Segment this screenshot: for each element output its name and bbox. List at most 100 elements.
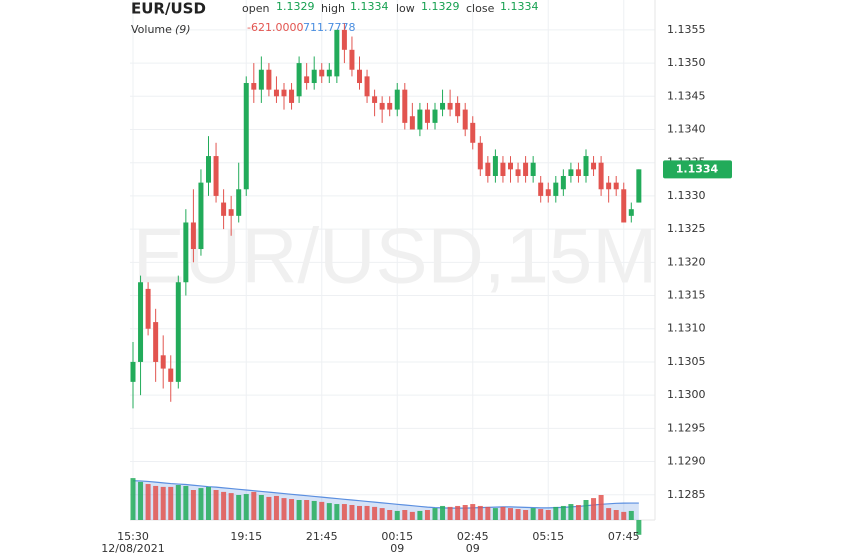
volume-bar — [492, 508, 498, 520]
volume-bar — [500, 506, 506, 520]
candle-body — [508, 162, 513, 170]
candle-body — [266, 69, 272, 90]
volume-bar — [477, 505, 483, 520]
volume-bar — [334, 504, 340, 520]
legend-label: close — [466, 2, 495, 15]
candle-body — [500, 162, 506, 176]
volume-bar — [304, 500, 310, 520]
y-tick-label: 1.1310 — [667, 322, 706, 335]
candle-body — [621, 189, 627, 223]
candle-body — [153, 322, 159, 362]
volume-bar — [281, 498, 287, 520]
candle-body — [606, 182, 612, 190]
candle-body — [394, 89, 400, 110]
y-tick-label: 1.1295 — [667, 421, 706, 434]
volume-bar — [372, 506, 378, 520]
volume-bar — [349, 505, 355, 520]
x-tick-label: 07:45 — [608, 530, 640, 543]
candle-body — [228, 209, 234, 216]
volume-value: -621.0000 — [247, 21, 303, 34]
legend-value: 1.1334 — [350, 0, 389, 13]
volume-bar — [145, 484, 151, 520]
candle-body — [613, 182, 619, 190]
volume-bar — [175, 485, 181, 520]
candle-body — [251, 83, 257, 90]
candle-body — [175, 282, 181, 382]
y-tick-label: 1.1315 — [667, 289, 706, 302]
volume-bar — [613, 510, 619, 520]
volume-bar — [198, 488, 204, 520]
volume-bar — [409, 511, 415, 520]
volume-bar — [628, 510, 634, 520]
volume-bar — [560, 505, 566, 520]
volume-bar — [243, 494, 249, 520]
candle-body — [409, 116, 415, 130]
candle-body — [364, 76, 370, 97]
last-price-label: 1.1334 — [676, 162, 719, 175]
volume-bar — [206, 486, 211, 520]
volume-bar — [394, 510, 400, 520]
volume-bar — [432, 508, 438, 520]
candle-body — [553, 182, 559, 196]
y-tick-label: 1.1300 — [667, 388, 706, 401]
legend-label: open — [242, 2, 269, 15]
x-tick-label: 00:15 — [381, 530, 413, 543]
volume-bar — [636, 520, 642, 535]
candle-body — [198, 182, 204, 250]
candle-body — [213, 156, 219, 196]
y-tick-label: 1.1350 — [667, 56, 706, 69]
candle-body — [304, 76, 310, 84]
candle-body — [349, 49, 355, 70]
last-price-tag — [663, 160, 732, 179]
y-tick-label: 1.1290 — [667, 455, 706, 468]
candle-body — [440, 102, 446, 110]
candle-body — [183, 222, 189, 283]
volume-bar — [538, 509, 544, 520]
volume-bar — [621, 511, 627, 520]
symbol-title: EUR/USD — [131, 0, 206, 18]
volume-bar — [251, 491, 257, 520]
candle-body — [492, 156, 498, 176]
volume-bar — [228, 493, 234, 520]
grid — [130, 0, 655, 520]
volume-bar — [568, 504, 574, 520]
candle-body — [145, 288, 151, 329]
candle-body — [470, 122, 476, 143]
y-tick-label: 1.1305 — [667, 355, 706, 368]
y-tick-label: 1.1320 — [667, 255, 706, 268]
volume-bar — [575, 505, 581, 520]
volume-bar — [583, 500, 589, 520]
candle-body — [568, 169, 574, 176]
volume-bar — [364, 505, 370, 520]
volume-bar — [130, 478, 136, 520]
candle-body — [545, 189, 551, 196]
volume-bar — [138, 481, 144, 520]
candle-body — [326, 69, 332, 77]
candle-body — [296, 63, 302, 97]
candle-body — [334, 29, 340, 77]
volume-bar — [160, 486, 166, 520]
volume-bar — [266, 496, 272, 520]
candle-body — [160, 355, 166, 369]
candle-body — [311, 69, 317, 84]
volume-ma-value: 711.7778 — [303, 21, 356, 34]
candle-body — [432, 109, 438, 123]
volume-bar — [440, 505, 446, 520]
candle-body — [424, 109, 430, 123]
candle-body — [357, 69, 362, 84]
volume-bar — [387, 510, 393, 520]
candle-body — [583, 156, 589, 176]
candle-body — [281, 89, 287, 97]
x-tick-label: 02:45 — [457, 530, 489, 543]
volume-bar — [485, 506, 491, 520]
volume-bar — [236, 495, 242, 520]
candle-body — [530, 162, 536, 176]
volume-bar — [470, 504, 476, 520]
candle-body — [289, 89, 295, 103]
volume-bar — [319, 501, 325, 520]
y-tick-label: 1.1285 — [667, 488, 706, 501]
candle-body — [591, 162, 597, 170]
volume-bar — [591, 498, 597, 520]
volume-bar — [221, 491, 227, 520]
